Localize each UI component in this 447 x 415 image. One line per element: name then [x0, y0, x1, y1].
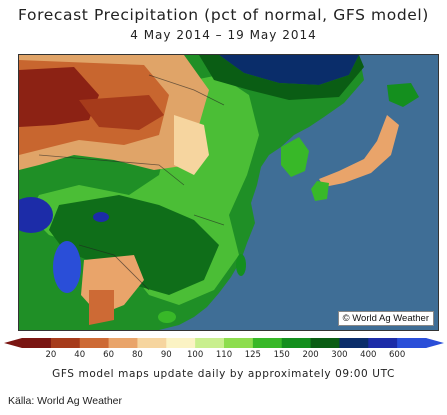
legend-arrow-left [4, 338, 22, 348]
legend-graphic: 20 40 60 80 90 100 110 125 150 200 300 400 600 [4, 338, 444, 358]
legend-tick-label: 150 [274, 350, 290, 358]
legend-tick-label: 125 [245, 350, 261, 358]
legend-tick-label: 90 [161, 350, 172, 358]
legend-tick-label: 100 [187, 350, 203, 358]
wet-region-west [19, 197, 53, 233]
date-range: 4 May 2014 – 19 May 2014 [130, 28, 317, 42]
wet-region-small [93, 212, 109, 222]
dry-region-south-core [89, 290, 114, 325]
wet-region-north [219, 55, 359, 85]
legend-arrow-right [426, 338, 444, 348]
legend-swatch [195, 338, 225, 348]
legend-swatch [310, 338, 340, 348]
legend-swatch [50, 338, 81, 348]
source-credit: Källa: World Ag Weather [8, 395, 123, 407]
legend-tick-label: 400 [360, 350, 376, 358]
legend-tick-label: 60 [103, 350, 114, 358]
dry-region-core [19, 67, 99, 127]
legend-swatch [166, 338, 196, 348]
hainan-island [158, 311, 176, 323]
legend-swatch [339, 338, 369, 348]
legend-swatch [368, 338, 398, 348]
legend-tick-label: 40 [74, 350, 85, 358]
legend-swatch [137, 338, 167, 348]
legend-tick-label: 110 [216, 350, 232, 358]
legend-tick-label: 300 [331, 350, 347, 358]
japan-hokkaido [387, 83, 419, 107]
taiwan-island [236, 254, 246, 276]
wet-region-southwest [53, 241, 81, 293]
precipitation-legend: 20 40 60 80 90 100 110 125 150 200 300 400 600 [4, 338, 444, 358]
legend-swatch [108, 338, 138, 348]
legend-tick-label: 600 [389, 350, 405, 358]
legend-swatch [79, 338, 110, 348]
dark-green-zone [49, 195, 219, 295]
map-graphic [19, 55, 419, 330]
legend-swatch [252, 338, 283, 348]
legend-swatch [224, 338, 254, 348]
map-title: Forecast Precipitation (pct of normal, G… [18, 6, 429, 24]
korea-peninsula [281, 137, 309, 177]
yellow-band [174, 115, 209, 175]
legend-tick-label: 20 [45, 350, 56, 358]
legend-swatch [397, 338, 427, 348]
japan-kyushu [311, 181, 329, 201]
legend-tick-label: 200 [302, 350, 318, 358]
legend-swatch [281, 338, 312, 348]
legend-tick-label: 80 [132, 350, 143, 358]
country-borders [38, 74, 225, 291]
map-watermark: © World Ag Weather [337, 311, 434, 326]
japan-honshu [319, 115, 399, 187]
wet-region-north-rim [199, 55, 364, 100]
dry-region-strip [79, 95, 164, 130]
precipitation-map: © World Ag Weather [18, 54, 439, 331]
update-note: GFS model maps update daily by approxima… [52, 368, 395, 380]
legend-swatch [22, 338, 52, 348]
